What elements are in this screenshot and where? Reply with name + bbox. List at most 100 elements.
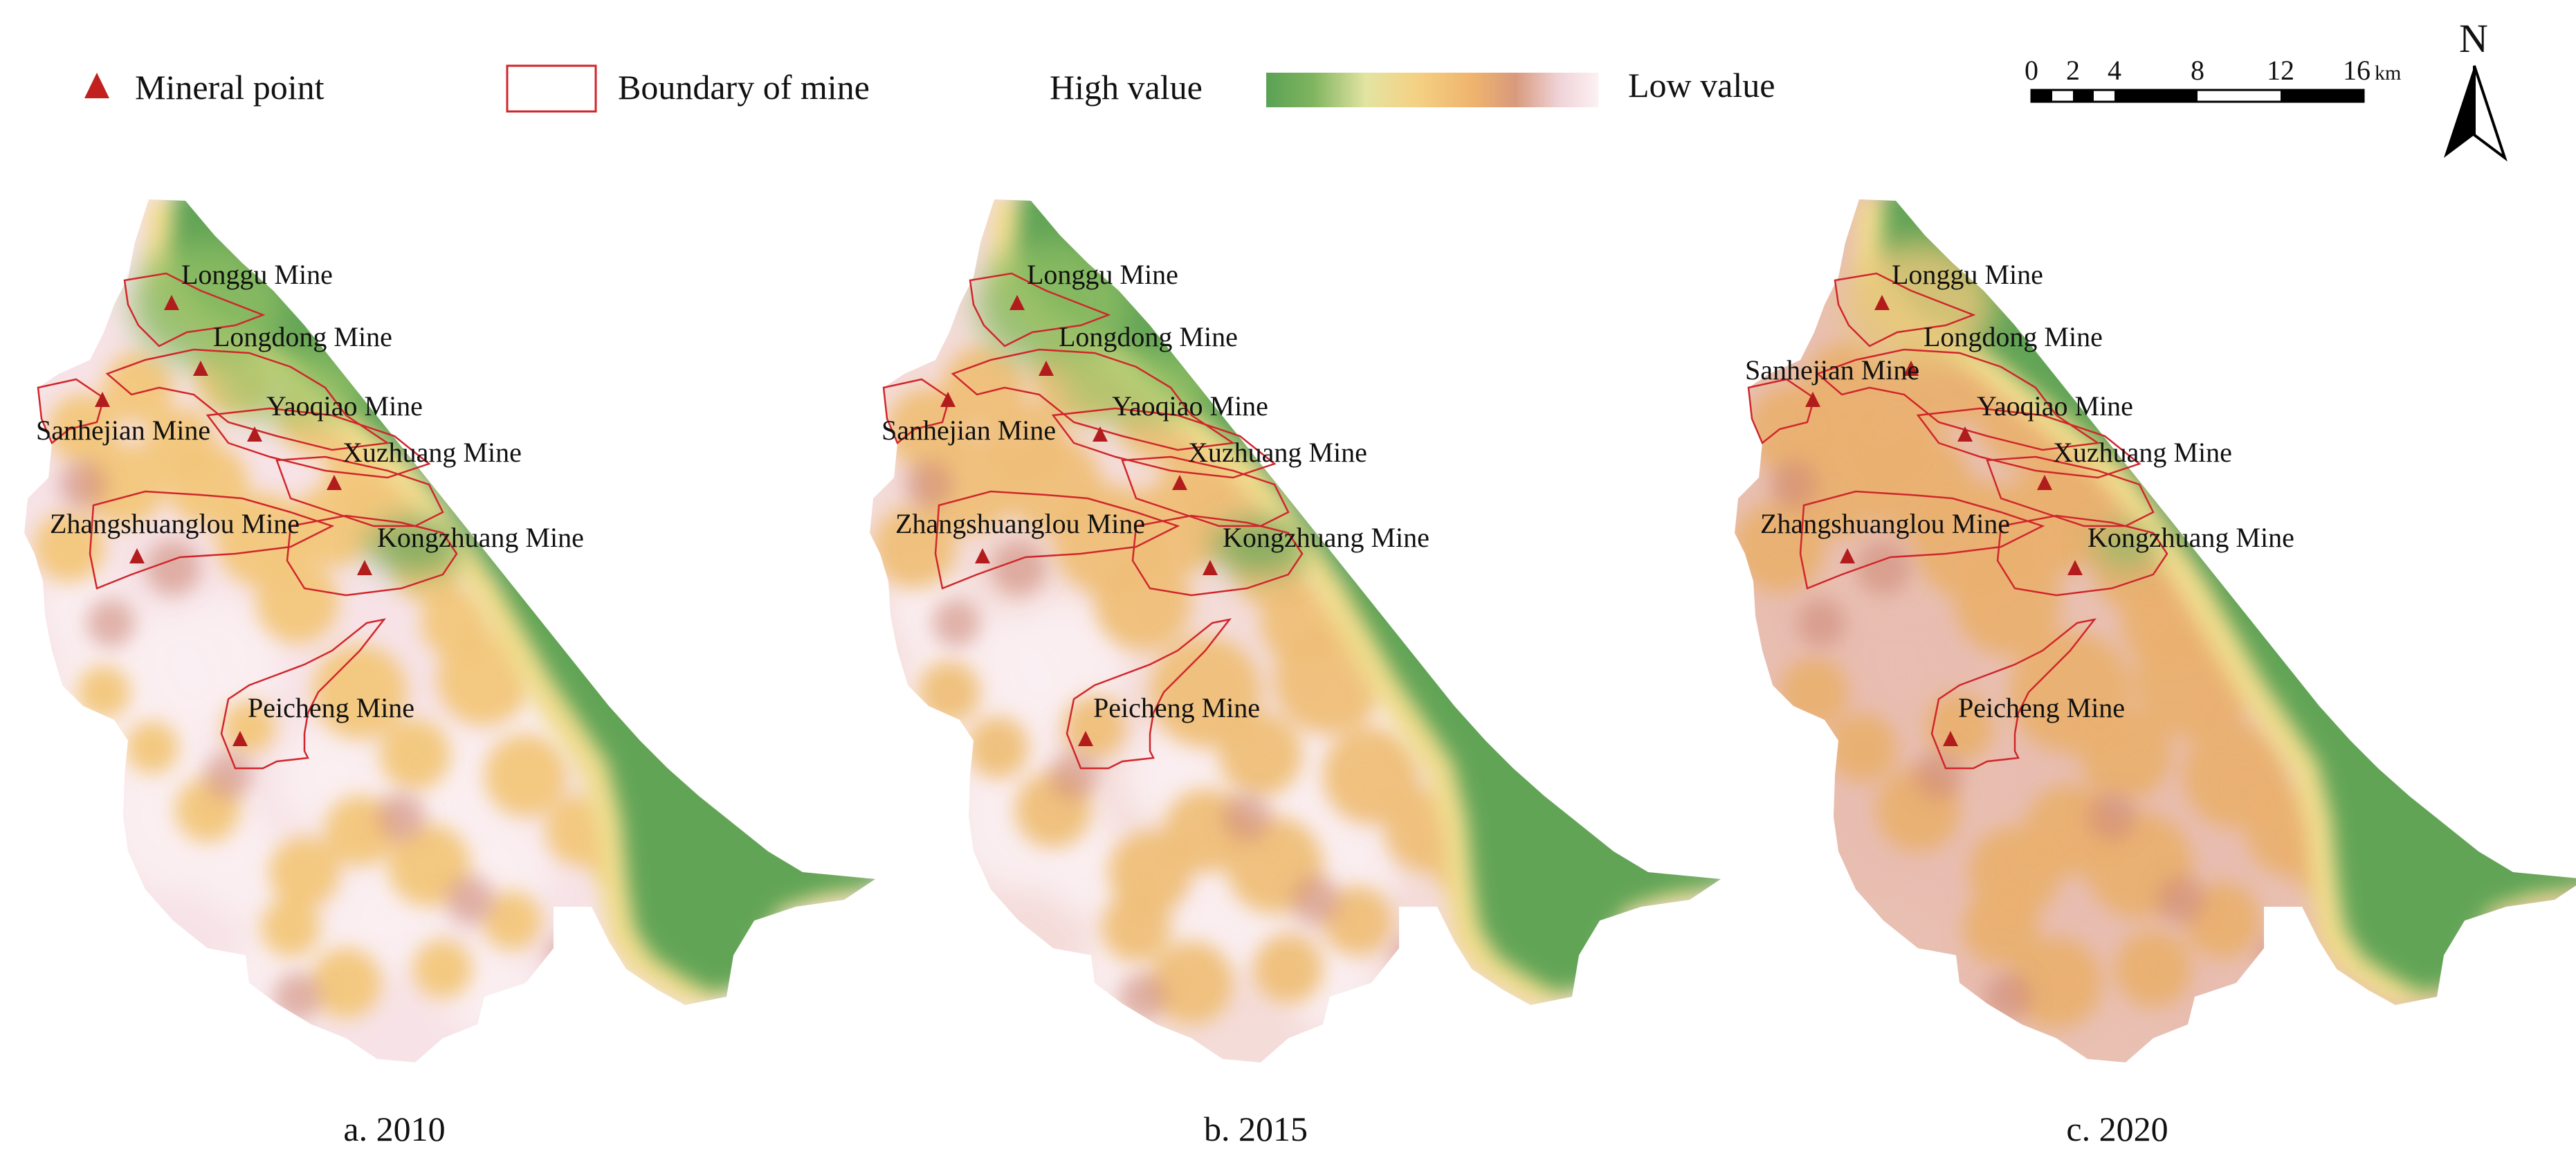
mineral-point-marker (1957, 426, 1973, 442)
mine-label: Longdong Mine (1059, 321, 1238, 352)
mineral-point-marker (232, 731, 248, 746)
mine-boundary (969, 272, 1111, 347)
mine-boundary (1834, 272, 1976, 347)
mine-boundary (1131, 514, 1304, 597)
scale-tick-0: 0 (2025, 55, 2038, 86)
scale-tick-2: 2 (2066, 55, 2080, 86)
map-panel-2010: Longgu Mine Longdong Mine Yaoqiao Mine Sanh… (24, 199, 875, 1062)
mineral-point-marker (1078, 731, 1093, 746)
mineral-point-marker (2067, 560, 2083, 575)
mineral-point-marker (940, 392, 956, 407)
triangle-marker-icon (84, 73, 109, 98)
mine-boundary (1051, 407, 1277, 479)
mine-boundary (89, 490, 335, 590)
mine-label: Xuzhuang Mine (1188, 437, 1367, 468)
mineral-point-marker (1943, 731, 1958, 746)
mine-boundary (1799, 490, 2045, 590)
mineral-point-marker (129, 548, 145, 563)
mine-label: Peicheng Mine (1958, 692, 2125, 723)
legend-high-value-label: High value (1050, 68, 1203, 107)
scale-tick-4: 4 (2108, 55, 2121, 86)
mine-label: Peicheng Mine (248, 692, 414, 723)
mine-boundary (882, 378, 951, 445)
mine-boundary (123, 272, 266, 347)
north-arrow: N (2444, 16, 2508, 162)
mine-boundaries (1747, 272, 2168, 770)
panel-caption-2010: a. 2010 (343, 1110, 445, 1148)
mine-boundary (37, 378, 105, 445)
mine-label: Longgu Mine (1892, 259, 2043, 290)
mine-label: Longgu Mine (181, 259, 333, 290)
scale-bar: 0 2 4 8 12 16 km (2025, 55, 2401, 103)
mineral-point-marker (1203, 560, 1218, 575)
mineral-point-marker (1840, 548, 1855, 563)
heat-surface (24, 199, 875, 1062)
mine-boundary (951, 348, 1236, 451)
mine-boundary (205, 407, 431, 479)
north-arrow-icon (2444, 66, 2474, 158)
scale-unit: km (2375, 62, 2401, 84)
mine-boundary (1816, 348, 2101, 451)
mine-boundary (1066, 618, 1232, 770)
mineral-point-marker (975, 548, 990, 563)
mineral-point-marker (357, 560, 372, 575)
mine-label: Peicheng Mine (1093, 692, 1260, 723)
boundary-swatch-icon (506, 64, 597, 113)
mine-label: Longdong Mine (213, 321, 392, 352)
mine-label: Sanhejian Mine (1745, 354, 1919, 386)
mineral-point-marker (1874, 295, 1890, 310)
north-arrow-label: N (2459, 16, 2488, 61)
legend-boundary-label: Boundary of mine (618, 68, 870, 107)
mineral-point-marker (1039, 361, 1054, 376)
mine-boundary (1916, 407, 2141, 479)
mine-label: Zhangshuanglou Mine (1760, 508, 2010, 539)
mine-label: Sanhejian Mine (881, 415, 1056, 446)
heat-surface (1735, 199, 2576, 1062)
mineral-point-marker (2037, 475, 2052, 490)
mine-boundary (220, 618, 387, 770)
legend: Mineral point Boundary of mine High valu… (84, 64, 1775, 113)
mineral-point-marker (327, 475, 342, 490)
mineral-point-marker (164, 295, 179, 310)
mineral-point-marker (1093, 426, 1108, 442)
scale-tick-16: 16 (2343, 55, 2371, 86)
mine-label: Yaoqiao Mine (1977, 390, 2133, 422)
panel-caption-2015: b. 2015 (1204, 1110, 1308, 1148)
mine-label: Kongzhuang Mine (377, 522, 584, 553)
mine-boundary (1121, 455, 1290, 527)
panel-caption-2020: c. 2020 (2066, 1110, 2168, 1148)
mineral-point-marker (95, 392, 110, 407)
map-panel-2015: Longgu Mine Longdong Mine Yaoqiao Mine Sanh… (870, 199, 1721, 1062)
mine-boundary (1930, 618, 2097, 770)
mineral-point-marker (1805, 392, 1820, 407)
mine-label: Yaoqiao Mine (266, 390, 423, 422)
mine-label: Longdong Mine (1924, 321, 2103, 352)
mine-label: Zhangshuanglou Mine (895, 508, 1145, 539)
mine-label: Xuzhuang Mine (342, 437, 522, 468)
legend-mineral-point: Mineral point (84, 68, 325, 107)
mineral-point-marker (1010, 295, 1025, 310)
mine-label: Zhangshuanglou Mine (50, 508, 300, 539)
mine-label: Xuzhuang Mine (2053, 437, 2232, 468)
mine-boundary (1996, 514, 2168, 597)
legend-boundary: Boundary of mine (506, 64, 870, 113)
mine-boundary (1747, 378, 1816, 445)
legend-color-ramp: High value Low value (1050, 66, 1775, 107)
mineral-point-marker (1172, 475, 1187, 490)
mineral-point-marker (247, 426, 262, 442)
mine-boundary (1986, 455, 2155, 527)
mine-boundaries (37, 272, 458, 770)
mine-label: Yaoqiao Mine (1112, 390, 1268, 422)
mine-boundaries (882, 272, 1304, 770)
mine-boundary (934, 490, 1180, 590)
mine-label: Kongzhuang Mine (1223, 522, 1429, 553)
mine-label: Kongzhuang Mine (2088, 522, 2294, 553)
mineral-point-marker (193, 361, 208, 376)
mine-boundary (286, 514, 458, 597)
mine-boundary (105, 348, 390, 451)
heat-surface (870, 199, 1721, 1062)
scale-tick-12: 12 (2267, 55, 2294, 86)
mine-boundary (275, 455, 444, 527)
